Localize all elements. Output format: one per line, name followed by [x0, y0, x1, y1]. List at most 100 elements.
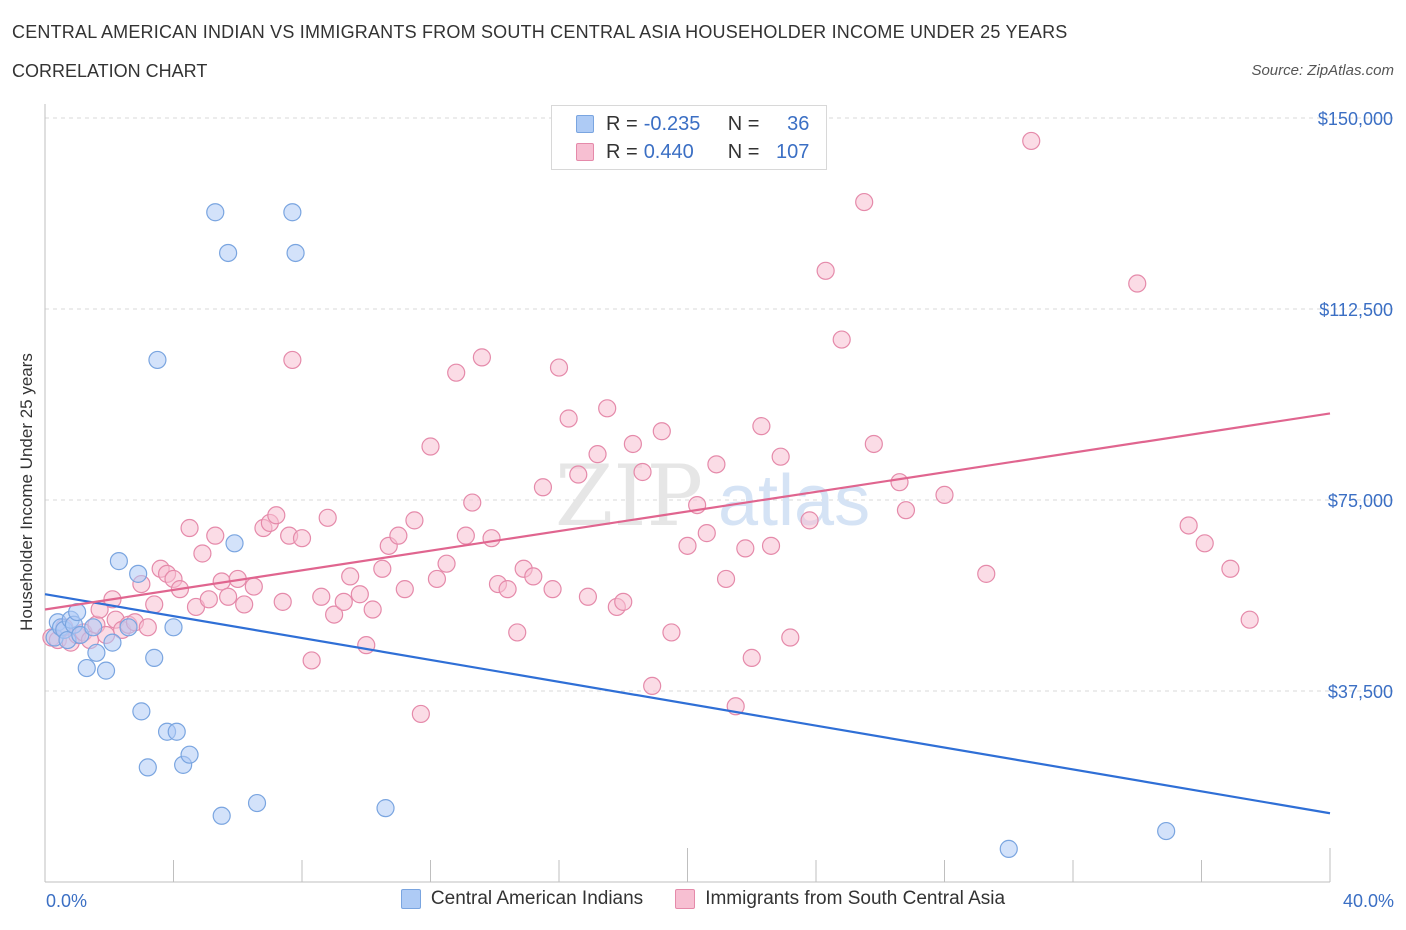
point-immigrants: [1195, 534, 1214, 553]
point-immigrants: [427, 569, 447, 589]
point-immigrants: [832, 330, 851, 349]
legend-label: Immigrants from South Central Asia: [705, 888, 1006, 909]
point-immigrants: [533, 478, 553, 497]
pink-swatch: [576, 143, 594, 161]
point-central-american: [225, 534, 244, 553]
point-immigrants: [447, 363, 466, 382]
point-immigrants: [736, 539, 755, 558]
point-immigrants: [363, 600, 382, 619]
point-immigrants: [771, 447, 790, 466]
point-central-american: [129, 564, 148, 583]
stats-row-pink: R = 0.440 N = 107: [576, 140, 809, 164]
trendlines: [44, 412, 1331, 815]
point-immigrants: [235, 595, 254, 614]
point-immigrants: [244, 577, 263, 596]
r-value: 0.440: [643, 140, 694, 163]
point-central-american: [96, 661, 116, 680]
point-central-american: [999, 839, 1018, 858]
series-immigrants-points: [42, 131, 1259, 724]
x-tick-max: 40.0%: [1342, 891, 1394, 911]
point-immigrants: [742, 648, 761, 667]
point-central-american: [283, 203, 302, 222]
r-label: R =: [606, 112, 638, 135]
point-immigrants: [411, 704, 430, 724]
point-central-american: [376, 799, 395, 818]
point-immigrants: [318, 508, 337, 527]
trendline-immigrants: [44, 412, 1331, 611]
point-immigrants: [312, 587, 331, 606]
point-immigrants: [472, 348, 491, 367]
legend-item-central-american: Central American Indians: [400, 888, 643, 910]
point-immigrants: [463, 493, 482, 512]
point-immigrants: [559, 409, 578, 428]
point-immigrants: [816, 261, 835, 280]
point-immigrants: [421, 437, 440, 456]
n-value: 107: [776, 140, 810, 163]
point-immigrants: [456, 526, 475, 545]
point-immigrants: [508, 623, 527, 642]
point-immigrants: [498, 580, 517, 599]
r-value: -0.235: [643, 112, 701, 135]
point-immigrants: [800, 511, 819, 530]
point-immigrants: [864, 434, 883, 454]
point-immigrants: [662, 623, 681, 642]
trendline-central-american: [44, 593, 1331, 815]
stats-row-blue: R = -0.235 N = 36: [576, 112, 809, 136]
point-central-american: [109, 552, 128, 571]
point-central-american: [212, 806, 231, 825]
point-immigrants: [273, 592, 292, 611]
point-immigrants: [1221, 559, 1240, 578]
point-immigrants: [1022, 131, 1041, 151]
point-immigrants: [761, 536, 781, 555]
point-immigrants: [707, 455, 726, 474]
point-immigrants: [598, 399, 617, 418]
y-tick-label: $75,000: [1328, 491, 1393, 511]
point-central-american: [84, 618, 103, 637]
point-immigrants: [389, 526, 408, 545]
point-immigrants: [373, 559, 392, 578]
point-immigrants: [652, 422, 671, 441]
point-immigrants: [643, 676, 662, 696]
point-immigrants: [855, 192, 874, 212]
point-immigrants: [334, 592, 353, 611]
point-immigrants: [206, 526, 225, 545]
point-immigrants: [199, 590, 218, 609]
point-central-american: [138, 758, 157, 777]
point-immigrants: [219, 587, 238, 606]
point-immigrants: [193, 544, 212, 563]
point-central-american: [164, 618, 183, 637]
chart-title: CENTRAL AMERICAN INDIAN VS IMMIGRANTS FR…: [12, 22, 1068, 42]
point-immigrants: [896, 501, 916, 520]
point-immigrants: [781, 628, 800, 647]
point-immigrants: [614, 592, 633, 611]
series-legend: Central American Indians Immigrants from…: [0, 888, 1406, 910]
point-central-american: [167, 722, 186, 741]
point-central-american: [286, 243, 305, 263]
point-immigrants: [145, 595, 164, 614]
point-central-american: [1157, 821, 1176, 841]
pink-swatch: [675, 889, 696, 909]
point-central-american: [87, 643, 106, 662]
point-immigrants: [482, 529, 501, 548]
y-tick-label: $37,500: [1328, 682, 1393, 702]
point-central-american: [103, 633, 122, 652]
point-immigrants: [890, 473, 909, 492]
point-central-american: [219, 243, 238, 263]
point-immigrants: [935, 485, 954, 505]
y-tick-label: $112,500: [1319, 300, 1393, 320]
point-immigrants: [1179, 516, 1198, 535]
point-immigrants: [325, 605, 344, 624]
point-immigrants: [437, 554, 456, 573]
chart-subtitle: CORRELATION CHART: [12, 61, 208, 81]
point-central-american: [77, 658, 96, 678]
source-credit: Source: ZipAtlas.com: [1251, 62, 1394, 79]
x-tick-min: 0.0%: [46, 891, 88, 911]
point-immigrants: [623, 434, 642, 454]
point-immigrants: [1240, 610, 1259, 629]
point-central-american: [180, 745, 199, 764]
n-label: N =: [727, 112, 760, 135]
axes: [44, 104, 1331, 883]
n-value: 36: [787, 112, 810, 135]
point-immigrants: [578, 587, 598, 606]
